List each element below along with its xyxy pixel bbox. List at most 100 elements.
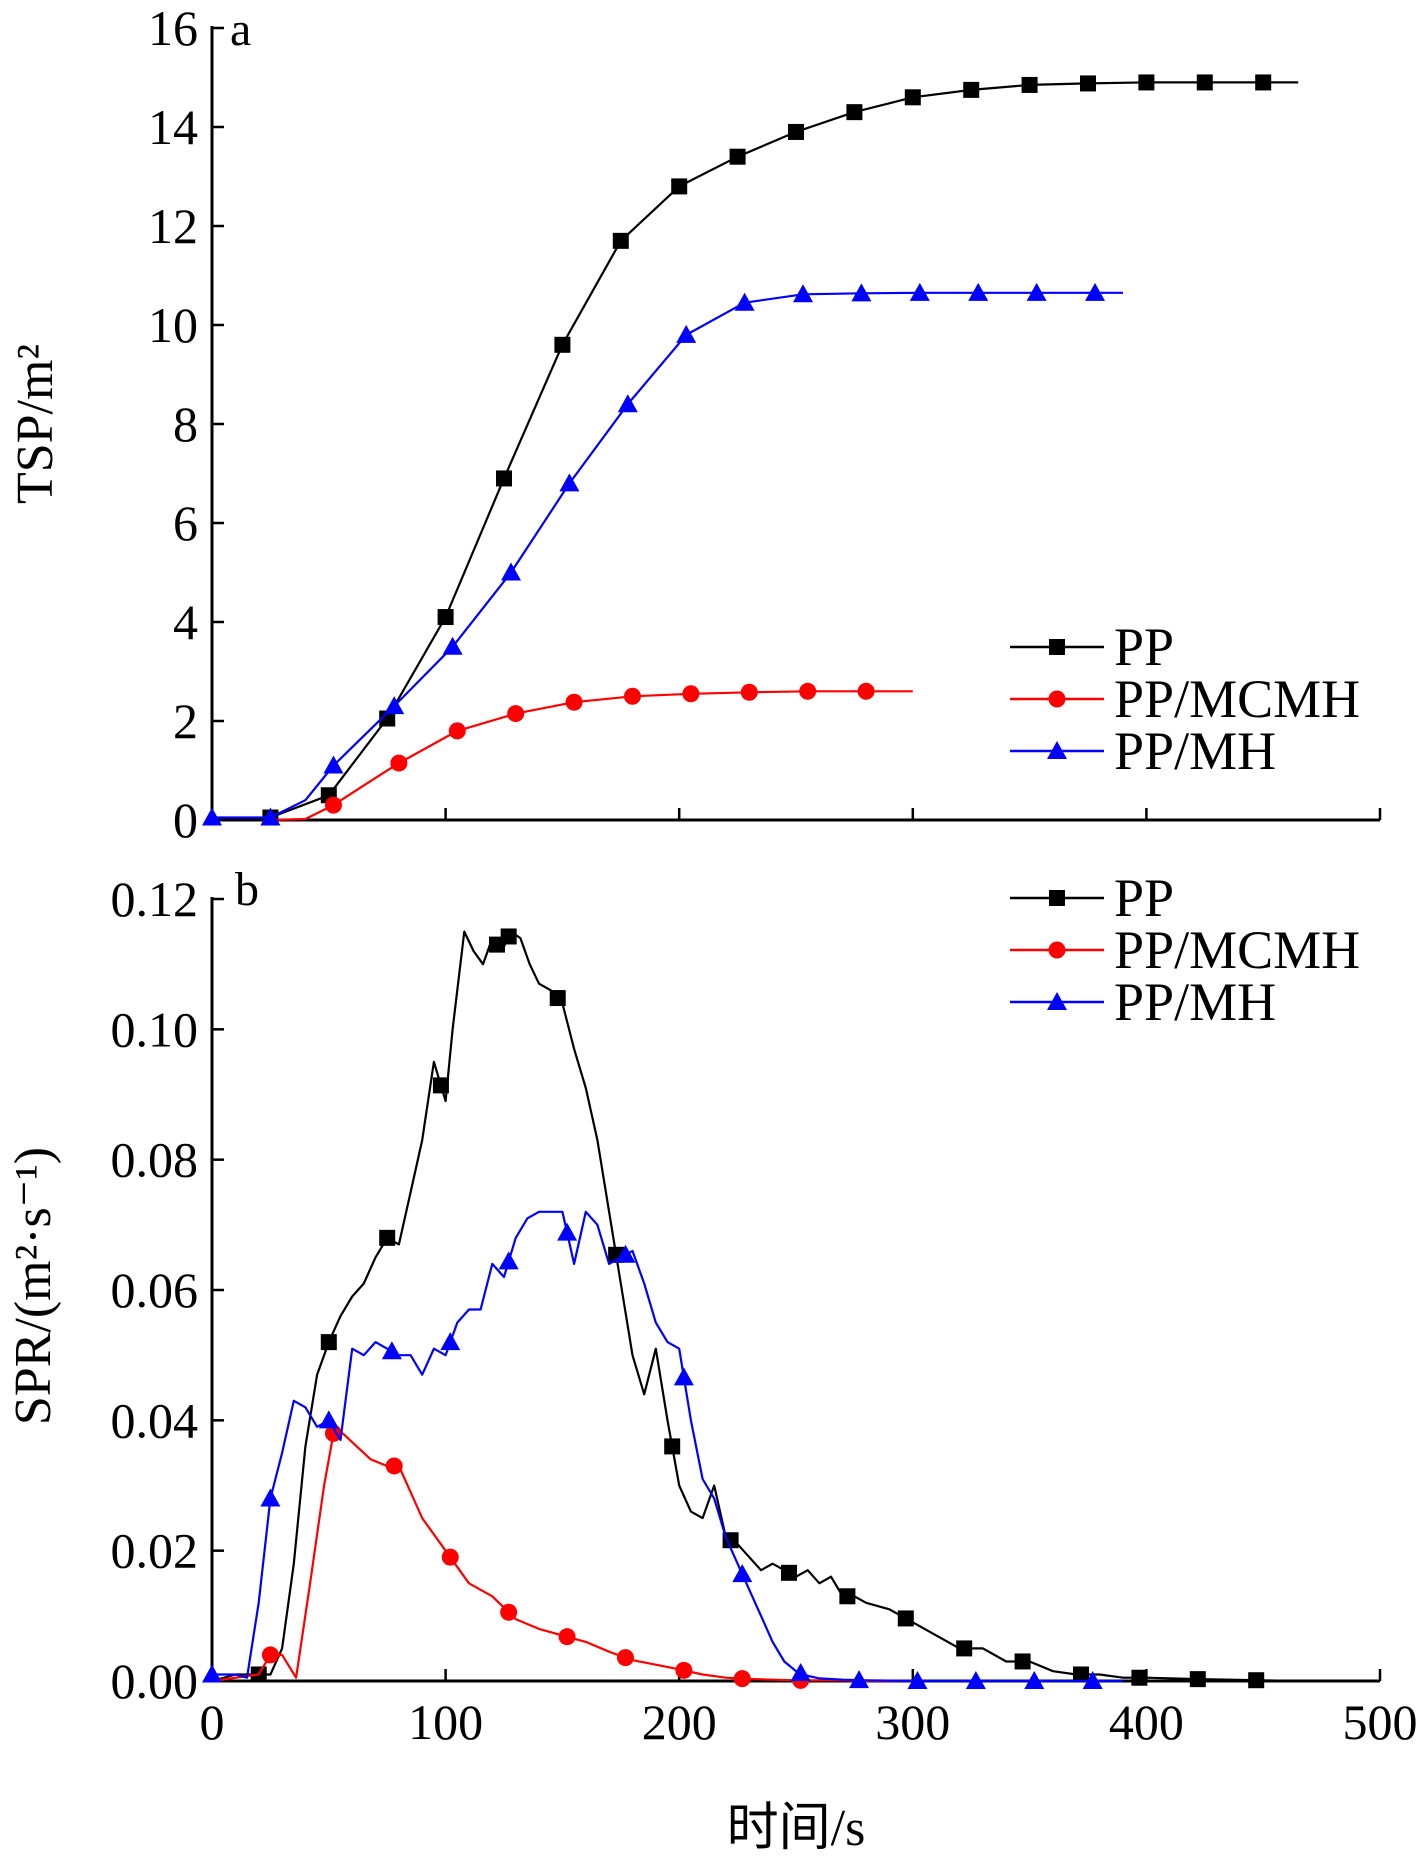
data-point bbox=[1189, 1671, 1206, 1688]
panel-b: 0.00 0.02 0.04 0.06 0.08 0.10 0.12 0 100 200 300 40… bbox=[5, 863, 1417, 1857]
data-point bbox=[1255, 74, 1272, 91]
y-axis-title: SPR/(m²·s⁻¹) bbox=[5, 1147, 62, 1425]
series-pp-mcmh bbox=[211, 1424, 913, 1689]
data-point bbox=[558, 1628, 576, 1646]
data-point bbox=[615, 1244, 636, 1263]
series-pp bbox=[211, 928, 1299, 1689]
x-tick-label: 200 bbox=[642, 1694, 717, 1750]
y-tick-label: 0.02 bbox=[111, 1523, 199, 1579]
data-point bbox=[676, 324, 697, 343]
legend-label: PP/MH bbox=[1114, 721, 1276, 781]
data-point bbox=[437, 609, 454, 626]
data-point bbox=[968, 282, 989, 301]
data-point bbox=[440, 1332, 461, 1351]
y-tick-label: 4 bbox=[173, 594, 198, 650]
data-point bbox=[849, 1670, 870, 1689]
data-point bbox=[909, 282, 930, 301]
legend-label: PP/MCMH bbox=[1114, 920, 1360, 980]
legend-label: PP/MCMH bbox=[1114, 669, 1360, 729]
data-point bbox=[318, 1410, 339, 1429]
y-tick-label: 0.04 bbox=[111, 1392, 199, 1448]
data-point bbox=[384, 696, 405, 715]
y-tick-label: 0.12 bbox=[111, 871, 199, 927]
legend-label: PP bbox=[1114, 868, 1174, 928]
data-point bbox=[1024, 1671, 1045, 1689]
x-tick-label: 100 bbox=[408, 1694, 483, 1750]
data-point bbox=[559, 473, 580, 492]
data-point bbox=[1248, 1672, 1265, 1689]
data-point bbox=[507, 705, 525, 723]
data-point bbox=[554, 336, 571, 353]
data-point bbox=[1080, 75, 1096, 92]
legend-label: PP/MH bbox=[1114, 972, 1276, 1032]
data-point bbox=[385, 1457, 403, 1475]
data-point bbox=[1026, 282, 1047, 301]
x-tick-label: 300 bbox=[875, 1694, 950, 1750]
data-point bbox=[202, 1664, 222, 1683]
data-point bbox=[202, 807, 222, 826]
data-point bbox=[1021, 76, 1038, 93]
data-point bbox=[1196, 74, 1213, 91]
data-point bbox=[851, 283, 872, 302]
y-tick-label: 0.00 bbox=[111, 1653, 199, 1709]
panel-label: a bbox=[230, 3, 251, 56]
data-point bbox=[381, 1341, 402, 1360]
data-point bbox=[904, 89, 921, 106]
data-point bbox=[740, 683, 758, 701]
data-point bbox=[839, 1588, 856, 1605]
y-axis-title: TSP/m² bbox=[7, 344, 64, 504]
data-point bbox=[790, 1663, 811, 1682]
series-pp bbox=[211, 74, 1299, 826]
x-tick-label: 400 bbox=[1109, 1694, 1184, 1750]
legend-marker bbox=[1047, 992, 1067, 1010]
data-point bbox=[664, 1438, 681, 1455]
data-point bbox=[788, 123, 804, 140]
data-point bbox=[793, 284, 814, 303]
data-point bbox=[780, 1564, 797, 1581]
data-point bbox=[324, 1424, 342, 1442]
data-point bbox=[671, 178, 688, 195]
data-point bbox=[963, 81, 980, 98]
y-tick-label: 10 bbox=[148, 297, 198, 353]
data-point bbox=[857, 682, 875, 700]
series-pp-mh bbox=[202, 1210, 1123, 1689]
data-point bbox=[673, 1367, 694, 1386]
legend-marker bbox=[1047, 741, 1067, 759]
data-point bbox=[734, 292, 755, 311]
data-point bbox=[260, 807, 281, 826]
data-point bbox=[1131, 1669, 1148, 1686]
series-line bbox=[212, 291, 1123, 819]
y-tick-label: 2 bbox=[173, 693, 198, 749]
data-point bbox=[557, 1222, 578, 1241]
legend-marker bbox=[1049, 639, 1065, 655]
y-tick-label: 12 bbox=[148, 198, 198, 254]
data-point bbox=[897, 1610, 914, 1627]
x-tick-label: 500 bbox=[1343, 1694, 1417, 1750]
data-point bbox=[675, 1661, 693, 1679]
data-point bbox=[549, 990, 566, 1007]
y-tick-label: 0.08 bbox=[111, 1132, 199, 1188]
y-tick-label: 6 bbox=[173, 495, 198, 551]
legend-marker bbox=[1048, 690, 1066, 708]
data-point bbox=[612, 232, 629, 249]
series-line bbox=[212, 1210, 1123, 1683]
data-point bbox=[1138, 74, 1155, 91]
legend-marker bbox=[1049, 890, 1065, 906]
series-pp-mcmh bbox=[270, 682, 913, 822]
data-point bbox=[1014, 1653, 1031, 1670]
data-point bbox=[1082, 1671, 1103, 1689]
data-point bbox=[965, 1671, 986, 1689]
data-point bbox=[846, 104, 863, 121]
data-point bbox=[617, 394, 638, 413]
data-point bbox=[379, 1229, 396, 1246]
data-point bbox=[1085, 282, 1106, 301]
legend-marker bbox=[1048, 941, 1066, 959]
data-point bbox=[616, 1649, 634, 1667]
data-point bbox=[260, 1488, 281, 1507]
data-point bbox=[500, 928, 517, 945]
data-point bbox=[320, 1334, 337, 1351]
y-tick-label: 16 bbox=[148, 0, 198, 56]
